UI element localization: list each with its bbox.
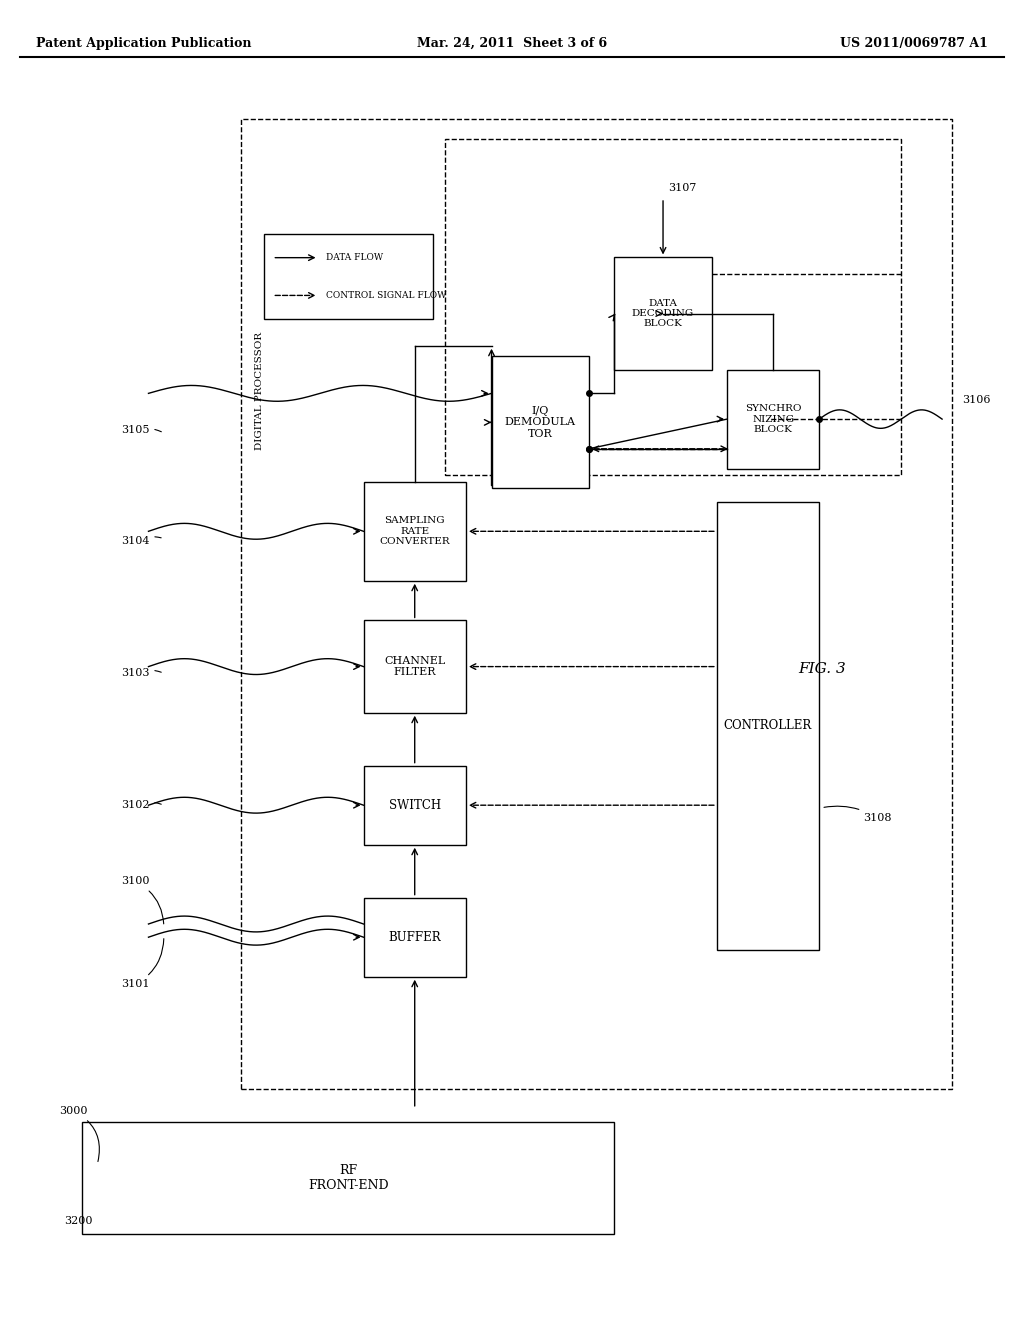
Text: Patent Application Publication: Patent Application Publication [36, 37, 251, 50]
Text: 3200: 3200 [65, 1216, 93, 1226]
Text: 3000: 3000 [59, 1106, 99, 1162]
Text: SAMPLING
RATE
CONVERTER: SAMPLING RATE CONVERTER [380, 516, 450, 546]
Text: BUFFER: BUFFER [388, 931, 441, 944]
Text: 3106: 3106 [963, 395, 991, 405]
Bar [241, 119, 952, 1089]
Text: 3107: 3107 [668, 183, 696, 194]
Text: 3104: 3104 [121, 536, 161, 546]
Text: DIGITAL PROCESSOR: DIGITAL PROCESSOR [255, 331, 263, 450]
Text: CHANNEL
FILTER: CHANNEL FILTER [384, 656, 445, 677]
Bar [82, 1122, 614, 1234]
Text: US 2011/0069787 A1: US 2011/0069787 A1 [841, 37, 988, 50]
Bar [492, 356, 589, 488]
Text: FIG. 3: FIG. 3 [799, 663, 847, 676]
Text: SWITCH: SWITCH [389, 799, 440, 812]
Text: CONTROL SIGNAL FLOW: CONTROL SIGNAL FLOW [326, 290, 446, 300]
Text: 3100: 3100 [121, 876, 164, 924]
Text: SYNCHRO
NIZING
BLOCK: SYNCHRO NIZING BLOCK [744, 404, 802, 434]
Text: DATA
DECODING
BLOCK: DATA DECODING BLOCK [632, 298, 694, 329]
Bar [364, 766, 466, 845]
Text: I/Q
DEMODULA
TOR: I/Q DEMODULA TOR [505, 405, 575, 440]
Text: 3105: 3105 [121, 425, 162, 436]
Text: CONTROLLER: CONTROLLER [724, 719, 812, 733]
Text: RF
FRONT-END: RF FRONT-END [308, 1164, 388, 1192]
Bar [727, 370, 819, 469]
Bar [364, 898, 466, 977]
Bar [364, 482, 466, 581]
Text: 3102: 3102 [121, 800, 161, 810]
Bar [717, 502, 819, 950]
Text: 3103: 3103 [121, 668, 161, 678]
Text: 3108: 3108 [824, 807, 892, 824]
Text: DATA FLOW: DATA FLOW [326, 253, 383, 263]
Bar [264, 234, 433, 319]
Bar [614, 257, 712, 370]
Text: 3101: 3101 [121, 939, 164, 990]
Text: Mar. 24, 2011  Sheet 3 of 6: Mar. 24, 2011 Sheet 3 of 6 [417, 37, 607, 50]
Bar [445, 139, 901, 475]
Bar [364, 620, 466, 713]
